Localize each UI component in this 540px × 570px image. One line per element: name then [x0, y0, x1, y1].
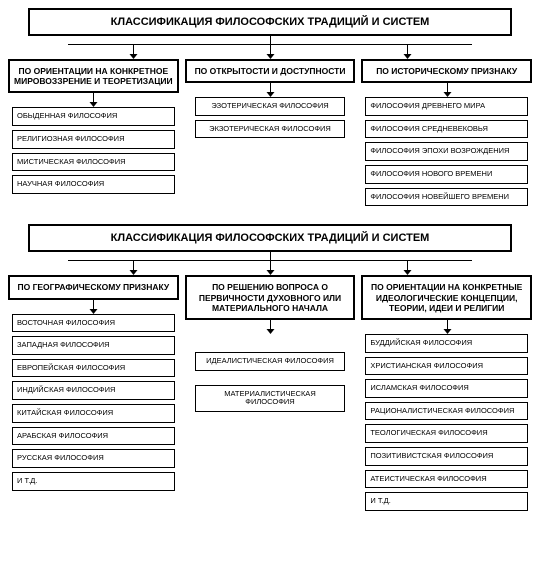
- diagram-title: КЛАССИФИКАЦИЯ ФИЛОСОФСКИХ ТРАДИЦИЙ И СИС…: [28, 8, 512, 36]
- diagram-title: КЛАССИФИКАЦИЯ ФИЛОСОФСКИХ ТРАДИЦИЙ И СИС…: [28, 224, 512, 252]
- column-2: ПО ОТКРЫТОСТИ И ДОСТУПНОСТИ ЭЗОТЕРИЧЕСКА…: [185, 59, 356, 138]
- category-title: ПО ОРИЕНТАЦИИ НА КОНКРЕТНОЕ МИРОВОЗЗРЕНИ…: [8, 59, 179, 93]
- item: НАУЧНАЯ ФИЛОСОФИЯ: [12, 175, 175, 194]
- category-title: ПО ОРИЕНТАЦИИ НА КОНКРЕТНЫЕ ИДЕОЛОГИЧЕСК…: [361, 275, 532, 320]
- connector: [185, 320, 356, 334]
- connector: [361, 320, 532, 334]
- columns: ПО ОРИЕНТАЦИИ НА КОНКРЕТНОЕ МИРОВОЗЗРЕНИ…: [8, 59, 532, 206]
- connector: [8, 300, 179, 314]
- connector: [28, 36, 512, 44]
- items: ФИЛОСОФИЯ ДРЕВНЕГО МИРА ФИЛОСОФИЯ СРЕДНЕ…: [361, 97, 532, 206]
- item: РАЦИОНАЛИСТИЧЕСКАЯ ФИЛОСОФИЯ: [365, 402, 528, 421]
- item: ОБЫДЕННАЯ ФИЛОСОФИЯ: [12, 107, 175, 126]
- item: ИСЛАМСКАЯ ФИЛОСОФИЯ: [365, 379, 528, 398]
- items: ОБЫДЕННАЯ ФИЛОСОФИЯ РЕЛИГИОЗНАЯ ФИЛОСОФИ…: [8, 107, 179, 194]
- connector: [185, 83, 356, 97]
- item: МАТЕРИАЛИСТИЧЕСКАЯ ФИЛОСОФИЯ: [195, 385, 346, 412]
- item: АРАБСКАЯ ФИЛОСОФИЯ: [12, 427, 175, 446]
- column-1: ПО ГЕОГРАФИЧЕСКОМУ ПРИЗНАКУ ВОСТОЧНАЯ ФИ…: [8, 275, 179, 490]
- column-3: ПО ОРИЕНТАЦИИ НА КОНКРЕТНЫЕ ИДЕОЛОГИЧЕСК…: [361, 275, 532, 511]
- items: ИДЕАЛИСТИЧЕСКАЯ ФИЛОСОФИЯ МАТЕРИАЛИСТИЧЕ…: [185, 352, 356, 412]
- category-title: ПО ГЕОГРАФИЧЕСКОМУ ПРИЗНАКУ: [8, 275, 179, 299]
- item: ФИЛОСОФИЯ СРЕДНЕВЕКОВЬЯ: [365, 120, 528, 139]
- item: ЭКЗОТЕРИЧЕСКАЯ ФИЛОСОФИЯ: [195, 120, 346, 139]
- connector: [8, 93, 179, 107]
- connector: [28, 252, 512, 260]
- item: ИДЕАЛИСТИЧЕСКАЯ ФИЛОСОФИЯ: [195, 352, 346, 371]
- item: ПОЗИТИВИСТСКАЯ ФИЛОСОФИЯ: [365, 447, 528, 466]
- item: АТЕИСТИЧЕСКАЯ ФИЛОСОФИЯ: [365, 470, 528, 489]
- diagram-1: КЛАССИФИКАЦИЯ ФИЛОСОФСКИХ ТРАДИЦИЙ И СИС…: [8, 8, 532, 206]
- connector: [361, 83, 532, 97]
- diagram-2: КЛАССИФИКАЦИЯ ФИЛОСОФСКИХ ТРАДИЦИЙ И СИС…: [8, 224, 532, 511]
- column-1: ПО ОРИЕНТАЦИИ НА КОНКРЕТНОЕ МИРОВОЗЗРЕНИ…: [8, 59, 179, 194]
- item: ЗАПАДНАЯ ФИЛОСОФИЯ: [12, 336, 175, 355]
- item: ФИЛОСОФИЯ НОВОГО ВРЕМЕНИ: [365, 165, 528, 184]
- item: ФИЛОСОФИЯ ЭПОХИ ВОЗРОЖДЕНИЯ: [365, 142, 528, 161]
- category-title: ПО ОТКРЫТОСТИ И ДОСТУПНОСТИ: [185, 59, 356, 83]
- item: И Т.Д.: [12, 472, 175, 491]
- item: ЕВРОПЕЙСКАЯ ФИЛОСОФИЯ: [12, 359, 175, 378]
- item: РЕЛИГИОЗНАЯ ФИЛОСОФИЯ: [12, 130, 175, 149]
- item: ВОСТОЧНАЯ ФИЛОСОФИЯ: [12, 314, 175, 333]
- item: КИТАЙСКАЯ ФИЛОСОФИЯ: [12, 404, 175, 423]
- items: ЭЗОТЕРИЧЕСКАЯ ФИЛОСОФИЯ ЭКЗОТЕРИЧЕСКАЯ Ф…: [185, 97, 356, 138]
- category-title: ПО ИСТОРИЧЕСКОМУ ПРИЗНАКУ: [361, 59, 532, 83]
- vdrops: [68, 261, 472, 275]
- columns: ПО ГЕОГРАФИЧЕСКОМУ ПРИЗНАКУ ВОСТОЧНАЯ ФИ…: [8, 275, 532, 511]
- item: ЭЗОТЕРИЧЕСКАЯ ФИЛОСОФИЯ: [195, 97, 346, 116]
- item: РУССКАЯ ФИЛОСОФИЯ: [12, 449, 175, 468]
- item: БУДДИЙСКАЯ ФИЛОСОФИЯ: [365, 334, 528, 353]
- items: БУДДИЙСКАЯ ФИЛОСОФИЯ ХРИСТИАНСКАЯ ФИЛОСО…: [361, 334, 532, 511]
- item: МИСТИЧЕСКАЯ ФИЛОСОФИЯ: [12, 153, 175, 172]
- column-3: ПО ИСТОРИЧЕСКОМУ ПРИЗНАКУ ФИЛОСОФИЯ ДРЕВ…: [361, 59, 532, 206]
- category-title: ПО РЕШЕНИЮ ВОПРОСА О ПЕРВИЧНОСТИ ДУХОВНО…: [185, 275, 356, 320]
- column-2: ПО РЕШЕНИЮ ВОПРОСА О ПЕРВИЧНОСТИ ДУХОВНО…: [185, 275, 356, 411]
- item: ФИЛОСОФИЯ НОВЕЙШЕГО ВРЕМЕНИ: [365, 188, 528, 207]
- item: И Т.Д.: [365, 492, 528, 511]
- item: ХРИСТИАНСКАЯ ФИЛОСОФИЯ: [365, 357, 528, 376]
- item: ТЕОЛОГИЧЕСКАЯ ФИЛОСОФИЯ: [365, 424, 528, 443]
- items: ВОСТОЧНАЯ ФИЛОСОФИЯ ЗАПАДНАЯ ФИЛОСОФИЯ Е…: [8, 314, 179, 491]
- item: ФИЛОСОФИЯ ДРЕВНЕГО МИРА: [365, 97, 528, 116]
- item: ИНДИЙСКАЯ ФИЛОСОФИЯ: [12, 381, 175, 400]
- vdrops: [68, 45, 472, 59]
